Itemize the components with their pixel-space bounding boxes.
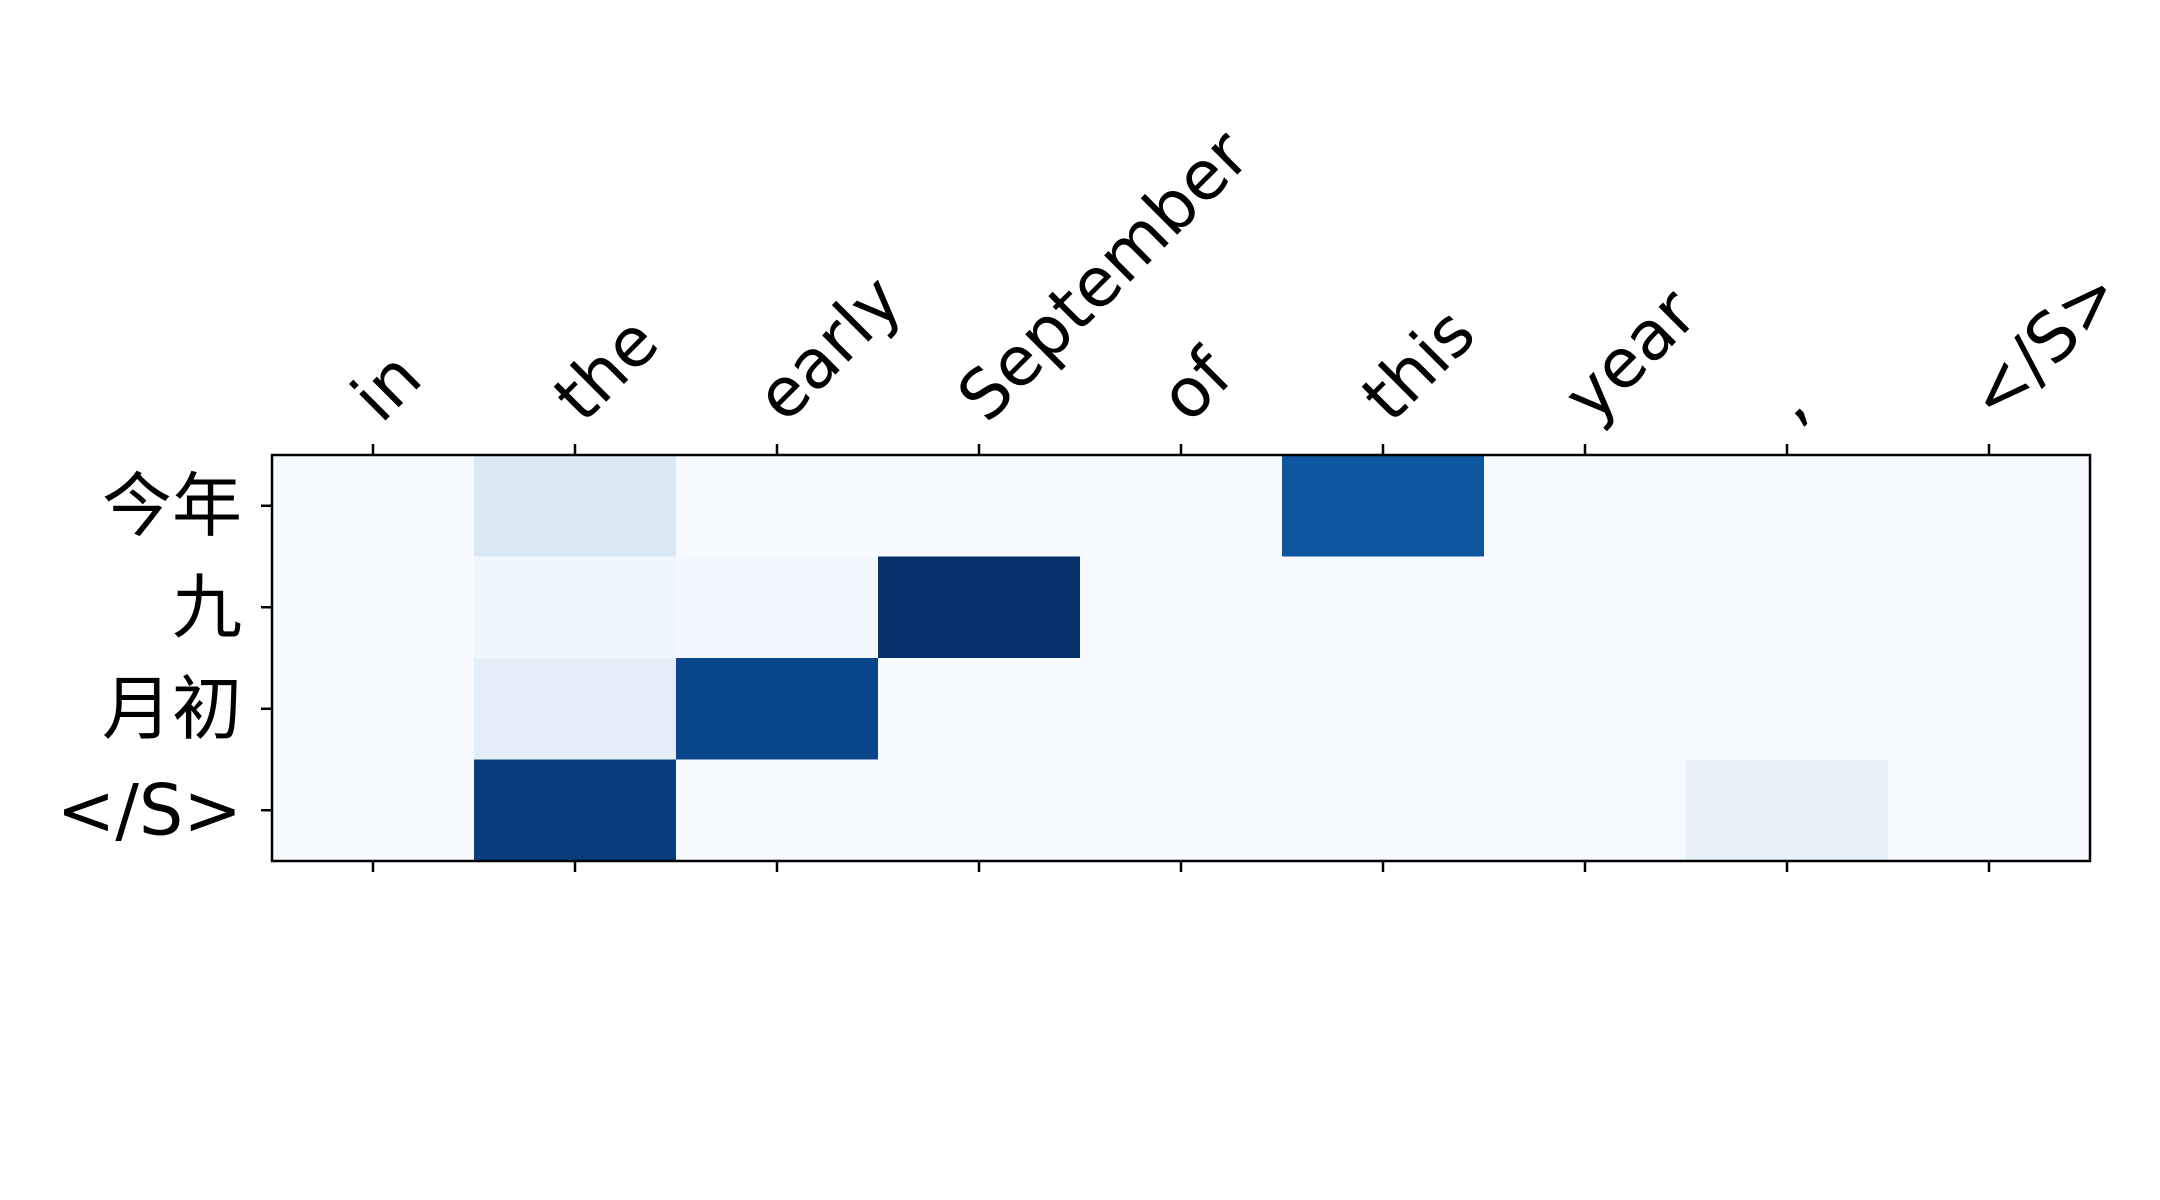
heatmap-cell: [1080, 759, 1283, 862]
heatmap-cell: [1080, 455, 1283, 557]
heatmap-cell: [1080, 556, 1283, 659]
y-tick-label: 九: [172, 566, 242, 648]
heatmap-cell: [676, 556, 879, 659]
y-tick-label: 今年: [102, 465, 242, 547]
heatmap-cell: [676, 455, 879, 557]
x-tick-label: of: [1145, 333, 1249, 437]
heatmap-cell: [1484, 556, 1687, 659]
heatmap-cell: [676, 759, 879, 862]
heatmap-cell: [1888, 455, 2091, 557]
heatmap-cell: [878, 658, 1081, 760]
x-tick-label: in: [337, 337, 437, 437]
heatmap-cell: [1484, 455, 1687, 557]
heatmap-cell: [1888, 556, 2091, 659]
heatmap-cell: [474, 658, 677, 760]
heatmap-cell: [474, 455, 677, 557]
heatmap-cell: [474, 759, 677, 862]
heatmap-cell: [272, 556, 475, 659]
heatmap-cells: [272, 455, 2091, 862]
x-tick-label: early: [741, 261, 918, 438]
heatmap-cell: [1686, 455, 1889, 557]
heatmap-cell: [1282, 658, 1485, 760]
axis-ticks: [261, 444, 1991, 872]
x-tick-label: ,: [1751, 366, 1822, 437]
heatmap-cell: [1080, 658, 1283, 760]
heatmap-cell: [1282, 455, 1485, 557]
x-tick-label: </S>: [1953, 254, 2136, 437]
x-tick-label: the: [539, 302, 674, 437]
y-tick-label: 月初: [102, 668, 242, 750]
heatmap-cell: [1888, 759, 2091, 862]
heatmap-cell: [1484, 759, 1687, 862]
heatmap-cell: [878, 759, 1081, 862]
heatmap-cell: [1686, 556, 1889, 659]
heatmap-cell: [1282, 556, 1485, 659]
heatmap-cell: [1888, 658, 2091, 760]
y-tick-label: </S>: [57, 769, 242, 851]
heatmap-cell: [1686, 759, 1889, 862]
heatmap-cell: [1686, 658, 1889, 760]
heatmap-cell: [272, 455, 475, 557]
heatmap-cell: [878, 556, 1081, 659]
heatmap-cell: [878, 455, 1081, 557]
heatmap-cell: [272, 658, 475, 760]
heatmap-cell: [1484, 658, 1687, 760]
heatmap-cell: [676, 658, 879, 760]
x-tick-label: year: [1549, 274, 1712, 437]
heatmap-cell: [272, 759, 475, 862]
heatmap-cell: [1282, 759, 1485, 862]
x-tick-label: this: [1347, 293, 1491, 437]
heatmap-cell: [474, 556, 677, 659]
